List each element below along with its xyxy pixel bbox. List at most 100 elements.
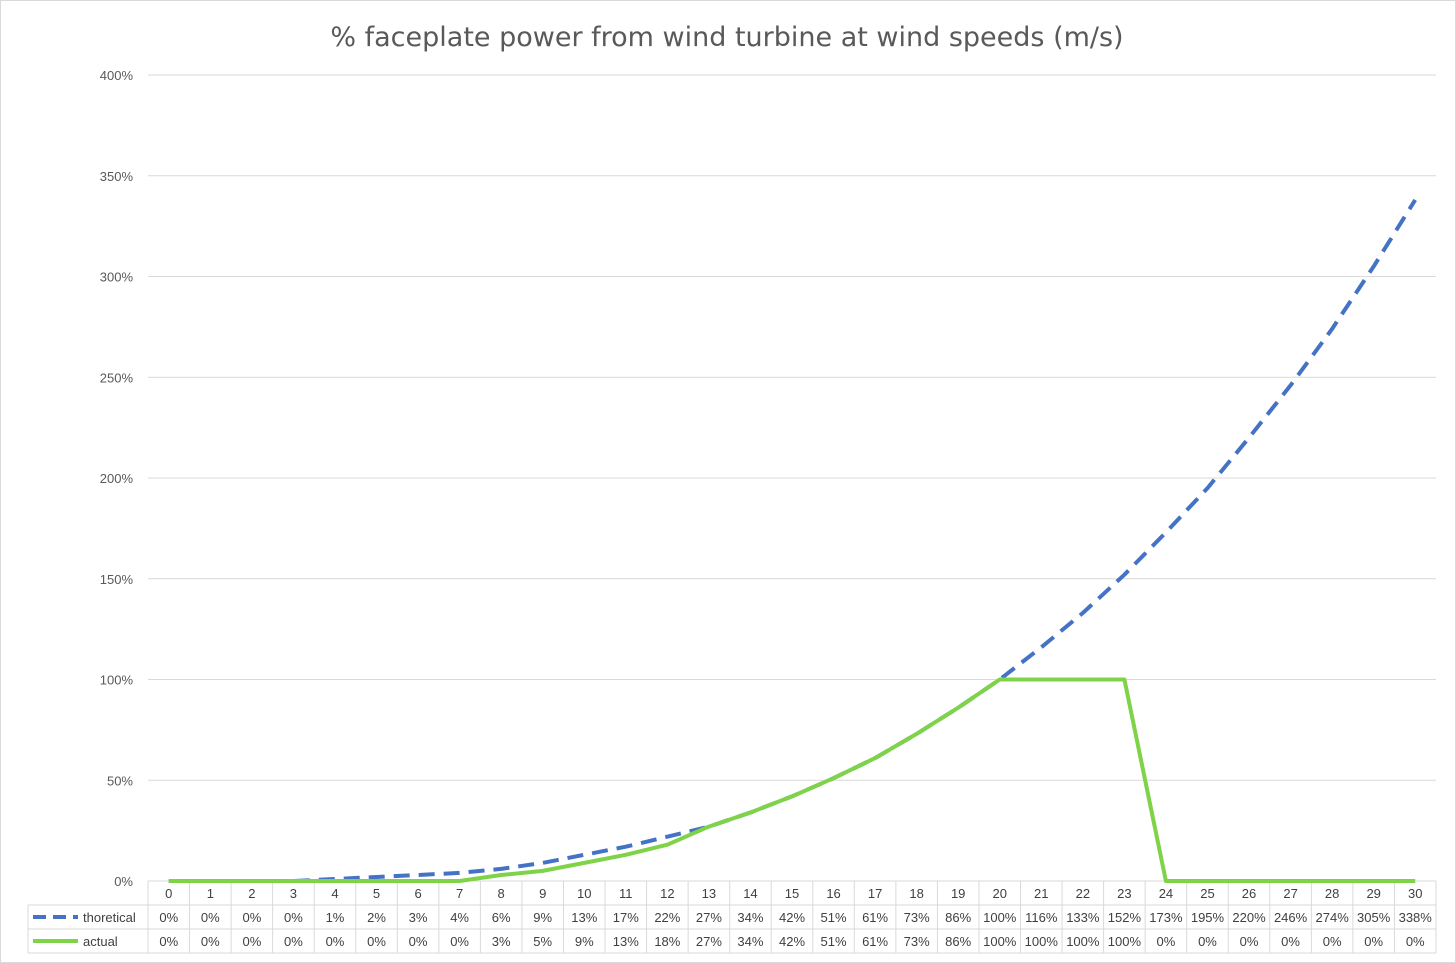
x-tick-label: 2 [248, 886, 255, 901]
data-label: 0% [450, 934, 469, 949]
data-label: 0% [367, 934, 386, 949]
x-tick-label: 1 [207, 886, 214, 901]
y-tick-label: 50% [107, 773, 133, 788]
y-tick-label: 0% [114, 874, 133, 889]
data-label: 0% [201, 910, 220, 925]
data-label: 3% [492, 934, 511, 949]
data-label: 100% [1108, 934, 1142, 949]
data-label: 152% [1108, 910, 1142, 925]
x-tick-label: 3 [290, 886, 297, 901]
data-label: 34% [737, 934, 763, 949]
x-tick-label: 10 [577, 886, 591, 901]
gridlines [148, 74, 1436, 882]
data-label: 274% [1316, 910, 1350, 925]
x-tick-label: 22 [1076, 886, 1090, 901]
x-tick-label: 0 [165, 886, 172, 901]
data-label: 220% [1232, 910, 1266, 925]
data-label: 73% [904, 910, 930, 925]
x-tick-label: 9 [539, 886, 546, 901]
data-label: 51% [821, 934, 847, 949]
x-tick-label: 16 [826, 886, 840, 901]
data-label: 133% [1066, 910, 1100, 925]
data-label: 0% [326, 934, 345, 949]
data-label: 42% [779, 934, 805, 949]
data-label: 1% [326, 910, 345, 925]
x-tick-label: 19 [951, 886, 965, 901]
data-label: 100% [1025, 934, 1059, 949]
data-label: 86% [945, 910, 971, 925]
x-tick-label: 18 [909, 886, 923, 901]
x-tick-label: 20 [993, 886, 1007, 901]
data-label: 0% [1157, 934, 1176, 949]
data-label: 3% [409, 910, 428, 925]
x-tick-label: 29 [1366, 886, 1380, 901]
x-tick-label: 21 [1034, 886, 1048, 901]
data-label: 0% [409, 934, 428, 949]
data-label: 13% [613, 934, 639, 949]
data-label: 0% [1364, 934, 1383, 949]
x-tick-label: 24 [1159, 886, 1173, 901]
legend-label-thoretical: thoretical [83, 910, 136, 925]
data-label: 116% [1025, 910, 1058, 925]
data-label: 305% [1357, 910, 1391, 925]
data-label: 0% [159, 910, 178, 925]
x-tick-label: 27 [1283, 886, 1297, 901]
legend-label-actual: actual [83, 934, 118, 949]
data-label: 6% [492, 910, 511, 925]
data-label: 0% [1198, 934, 1217, 949]
x-tick-label: 17 [868, 886, 882, 901]
data-label: 22% [654, 910, 680, 925]
data-label: 27% [696, 910, 722, 925]
data-label: 9% [533, 910, 552, 925]
x-tick-label: 5 [373, 886, 380, 901]
y-tick-label: 300% [100, 270, 134, 285]
y-tick-label: 400% [100, 68, 134, 83]
x-tick-label: 7 [456, 886, 463, 901]
x-tick-label: 6 [414, 886, 421, 901]
data-label: 0% [1406, 934, 1425, 949]
chart-title: % faceplate power from wind turbine at w… [330, 22, 1123, 53]
y-tick-label: 100% [100, 673, 134, 688]
data-label: 27% [696, 934, 722, 949]
data-label: 0% [159, 934, 178, 949]
x-tick-label: 14 [743, 886, 757, 901]
y-tick-label: 150% [100, 572, 134, 587]
x-tick-label: 11 [619, 886, 633, 901]
data-label: 100% [1066, 934, 1100, 949]
data-label: 0% [284, 934, 303, 949]
x-tick-label: 8 [498, 886, 505, 901]
data-label: 195% [1191, 910, 1225, 925]
data-label: 4% [450, 910, 469, 925]
data-label: 246% [1274, 910, 1308, 925]
y-tick-label: 200% [100, 471, 134, 486]
x-tick-label: 12 [660, 886, 674, 901]
data-label: 0% [1240, 934, 1259, 949]
x-tick-label: 28 [1325, 886, 1339, 901]
x-tick-label: 23 [1117, 886, 1131, 901]
data-label: 17% [613, 910, 639, 925]
data-label: 100% [983, 934, 1017, 949]
data-label: 73% [904, 934, 930, 949]
y-tick-label: 250% [100, 370, 134, 385]
data-label: 18% [654, 934, 680, 949]
data-label: 13% [571, 910, 597, 925]
data-label: 51% [821, 910, 847, 925]
y-tick-label: 350% [100, 169, 134, 184]
data-label: 86% [945, 934, 971, 949]
data-label: 0% [1281, 934, 1300, 949]
x-tick-label: 25 [1200, 886, 1214, 901]
data-label: 5% [533, 934, 552, 949]
data-label: 61% [862, 934, 888, 949]
x-tick-label: 4 [331, 886, 338, 901]
data-label: 0% [201, 934, 220, 949]
series-line-actual [168, 677, 1416, 883]
x-tick-label: 30 [1408, 886, 1422, 901]
x-tick-label: 26 [1242, 886, 1256, 901]
data-label: 2% [367, 910, 386, 925]
data-label: 61% [862, 910, 888, 925]
data-label: 100% [983, 910, 1017, 925]
x-tick-label: 15 [785, 886, 799, 901]
data-label: 0% [242, 934, 261, 949]
data-label: 9% [575, 934, 594, 949]
data-label: 0% [1323, 934, 1342, 949]
